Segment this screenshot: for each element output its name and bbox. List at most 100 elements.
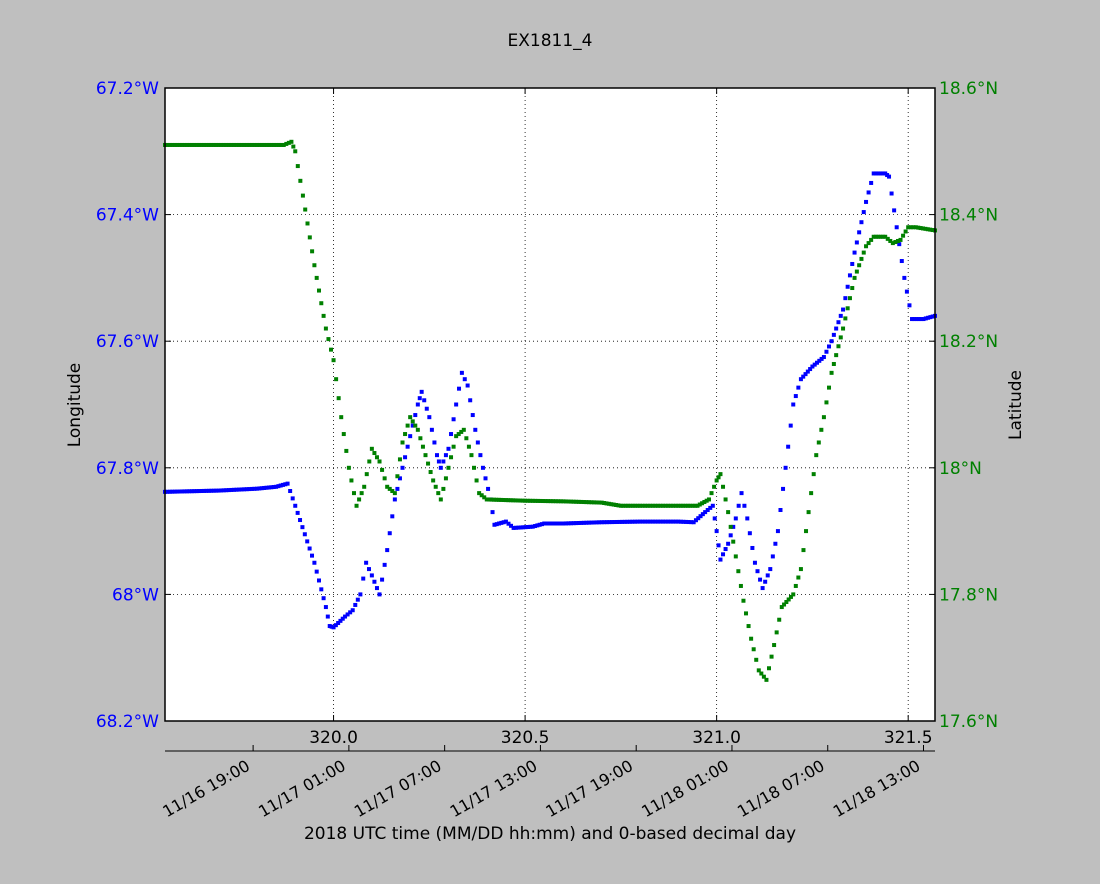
data-point: [589, 500, 594, 505]
data-point: [530, 498, 535, 503]
data-point: [788, 594, 793, 599]
data-point: [708, 505, 713, 510]
data-point: [658, 503, 663, 508]
right-tick-label: 18.4°N: [939, 206, 998, 226]
data-point: [216, 142, 221, 147]
data-point: [249, 486, 254, 491]
data-point: [269, 485, 274, 490]
data-point: [768, 567, 773, 572]
data-point: [804, 529, 809, 534]
data-point: [192, 489, 197, 494]
data-point: [202, 142, 207, 147]
data-point: [276, 142, 281, 147]
data-point: [528, 498, 533, 503]
data-point: [462, 377, 467, 382]
data-point: [683, 519, 688, 524]
data-point: [668, 519, 673, 524]
data-point: [645, 503, 650, 508]
data-point: [454, 434, 459, 439]
data-point: [331, 625, 336, 630]
data-point: [326, 337, 331, 342]
data-point: [869, 180, 874, 185]
data-point: [288, 489, 293, 494]
data-point: [618, 503, 623, 508]
data-point: [907, 303, 912, 308]
data-point: [721, 552, 726, 557]
data-point: [764, 677, 769, 682]
data-point: [214, 488, 219, 493]
data-point: [838, 335, 843, 340]
data-point: [831, 332, 836, 337]
data-point: [702, 499, 707, 504]
data-point: [451, 444, 456, 449]
data-point: [533, 524, 538, 529]
data-point: [257, 486, 262, 491]
y-axis-label-right: Latitude: [1006, 370, 1026, 440]
data-point: [880, 234, 885, 239]
data-point: [551, 521, 556, 526]
data-point: [374, 455, 379, 460]
data-point: [615, 519, 620, 524]
data-point: [432, 440, 437, 445]
data-point: [928, 227, 933, 232]
data-point: [755, 569, 760, 574]
data-point: [474, 478, 479, 483]
data-point: [364, 560, 369, 565]
data-point: [930, 228, 935, 233]
data-point: [314, 275, 319, 280]
data-point: [374, 586, 379, 591]
data-point: [666, 503, 671, 508]
data-point: [626, 503, 631, 508]
right-tick-label: 18.6°N: [939, 79, 998, 99]
data-point: [234, 487, 239, 492]
data-point: [172, 489, 177, 494]
data-point: [808, 367, 813, 372]
data-point: [224, 142, 229, 147]
data-point: [165, 142, 170, 147]
data-point: [643, 503, 648, 508]
data-point: [533, 498, 538, 503]
data-point: [894, 225, 899, 230]
data-point: [589, 520, 594, 525]
data-point: [219, 142, 224, 147]
data-point: [744, 611, 749, 616]
data-point: [353, 602, 358, 607]
data-point: [234, 142, 239, 147]
data-point: [775, 529, 780, 534]
data-point: [736, 503, 741, 508]
data-point: [786, 444, 791, 449]
data-point: [688, 503, 693, 508]
data-point: [477, 491, 482, 496]
data-point: [630, 503, 635, 508]
data-point: [676, 519, 681, 524]
data-point: [395, 474, 400, 479]
data-point: [518, 525, 523, 530]
data-point: [584, 500, 589, 505]
data-point: [761, 674, 766, 679]
data-point: [247, 142, 252, 147]
data-point: [801, 374, 806, 379]
data-point: [563, 499, 568, 504]
data-point: [540, 499, 545, 504]
data-point: [180, 489, 185, 494]
data-point: [569, 499, 574, 504]
data-point: [906, 225, 911, 230]
data-point: [765, 573, 770, 578]
data-point: [279, 142, 284, 147]
data-point: [333, 623, 338, 628]
data-point: [620, 519, 625, 524]
data-point: [633, 503, 638, 508]
data-point: [760, 586, 765, 591]
time-tick-label: 11/18 01:00: [638, 756, 732, 821]
data-point: [408, 434, 413, 439]
data-point: [622, 519, 627, 524]
data-point: [824, 349, 829, 354]
data-point: [525, 498, 530, 503]
data-point: [280, 482, 285, 487]
data-point: [548, 499, 553, 504]
right-tick-label: 17.8°N: [939, 585, 998, 605]
data-point: [187, 142, 192, 147]
chart-title: EX1811_4: [508, 31, 593, 51]
data-point: [673, 519, 678, 524]
